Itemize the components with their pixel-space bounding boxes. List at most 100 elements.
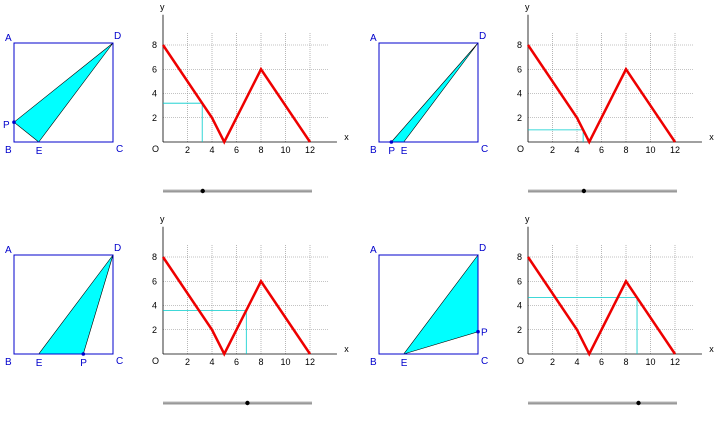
x-tick-label: 6 <box>234 357 239 367</box>
x-tick-label: 6 <box>599 357 604 367</box>
vertex-b-label: B <box>370 357 377 368</box>
x-slider[interactable] <box>528 188 677 194</box>
origin-label: O <box>517 144 524 154</box>
panel-3: A B C D E P Ox y 2 4 6 8 10 12 2 4 6 8 <box>5 214 349 406</box>
x-slider[interactable] <box>163 188 312 194</box>
vertex-d-label: D <box>479 31 486 42</box>
graph: Ox y 2 4 6 8 10 12 2 4 6 8 <box>152 2 349 155</box>
vertex-d-label: D <box>114 243 121 254</box>
origin-label: O <box>517 356 524 366</box>
x-tick-label: 12 <box>670 145 680 155</box>
origin-label: O <box>152 356 159 366</box>
y-tick-label: 2 <box>517 325 522 335</box>
square-abcd <box>378 42 479 143</box>
x-tick-label: 10 <box>280 357 290 367</box>
graph: Ox y 2 4 6 8 10 12 2 4 6 8 <box>517 214 714 367</box>
graph: Ox y 2 4 6 8 10 12 2 4 6 8 <box>517 2 714 155</box>
x-tick-label: 8 <box>258 145 263 155</box>
vertex-b-label: B <box>5 357 12 368</box>
y-tick-label: 6 <box>517 64 522 74</box>
shaded-triangle-dpe <box>13 42 114 143</box>
x-tick-label: 6 <box>599 145 604 155</box>
square-abcd <box>378 254 479 355</box>
origin-label: O <box>152 144 159 154</box>
slider-knob[interactable] <box>200 188 205 194</box>
slider-knob[interactable] <box>636 400 641 406</box>
point-p-label: P <box>481 328 488 339</box>
y-tick-label: 4 <box>152 301 157 311</box>
y-tick-label: 4 <box>152 89 157 99</box>
point-e-label: E <box>36 146 43 157</box>
x-tick-label: 2 <box>550 357 555 367</box>
y-tick-label: 8 <box>517 252 522 262</box>
x-tick-label: 4 <box>574 357 579 367</box>
y-tick-label: 2 <box>517 113 522 123</box>
point-e-label: E <box>401 358 408 369</box>
point-p-label: P <box>80 358 87 369</box>
point-p-dot <box>12 120 16 124</box>
x-tick-label: 10 <box>280 145 290 155</box>
x-slider[interactable] <box>163 400 312 406</box>
x-tick-label: 4 <box>574 145 579 155</box>
y-tick-label: 4 <box>517 301 522 311</box>
vertex-a-label: A <box>370 33 377 44</box>
x-axis-label: x <box>709 344 714 354</box>
point-e-label: E <box>401 146 408 157</box>
y-tick-label: 6 <box>517 276 522 286</box>
panel-1: A B C D E P Ox y 2 4 6 8 10 12 2 4 6 8 <box>3 2 349 194</box>
panel-2: A B C D EP Ox y 2 4 6 8 10 12 2 4 6 8 <box>370 2 714 194</box>
x-tick-label: 2 <box>185 145 190 155</box>
graph: Ox y 2 4 6 8 10 12 2 4 6 8 <box>152 214 349 367</box>
point-p-dot <box>81 352 86 356</box>
x-tick-label: 10 <box>645 357 655 367</box>
y-tick-label: 2 <box>152 325 157 335</box>
x-tick-label: 2 <box>550 145 555 155</box>
x-axis-label: x <box>344 132 349 142</box>
vertex-b-label: B <box>5 145 12 156</box>
x-tick-label: 12 <box>670 357 680 367</box>
x-tick-label: 12 <box>305 145 315 155</box>
square-diagram: A B C D E P <box>3 31 123 157</box>
vertex-c-label: C <box>481 356 488 367</box>
vertex-a-label: A <box>5 33 12 44</box>
vertex-c-label: C <box>116 356 123 367</box>
vertex-c-label: C <box>116 144 123 155</box>
x-tick-label: 8 <box>258 357 263 367</box>
square-abcd <box>13 42 114 143</box>
y-tick-label: 8 <box>517 40 522 50</box>
slider-knob[interactable] <box>581 188 587 194</box>
vertex-a-label: A <box>370 245 377 256</box>
slider-knob[interactable] <box>245 400 250 406</box>
point-e-label: E <box>36 358 43 369</box>
point-p-label: P <box>388 146 395 157</box>
x-tick-label: 10 <box>645 145 655 155</box>
x-tick-label: 4 <box>209 357 214 367</box>
panel-4: A B C D E P Ox y 2 4 6 8 10 12 2 4 6 8 <box>370 214 714 406</box>
y-tick-label: 4 <box>517 89 522 99</box>
point-p-dot <box>476 329 480 334</box>
x-slider[interactable] <box>528 400 677 406</box>
square-diagram: A B C D E P <box>370 243 488 369</box>
y-tick-label: 8 <box>152 40 157 50</box>
y-axis-label: y <box>525 2 530 12</box>
y-axis-label: y <box>525 214 530 224</box>
vertex-d-label: D <box>479 243 486 254</box>
x-tick-label: 2 <box>185 357 190 367</box>
x-tick-label: 8 <box>623 357 628 367</box>
x-tick-label: 12 <box>305 357 315 367</box>
x-tick-label: 6 <box>234 145 239 155</box>
y-tick-label: 8 <box>152 252 157 262</box>
x-tick-label: 4 <box>209 145 214 155</box>
square-diagram: A B C D E P <box>5 243 123 369</box>
vertex-b-label: B <box>370 145 377 156</box>
shaded-triangle-dpe <box>402 254 479 355</box>
x-axis-label: x <box>344 344 349 354</box>
vertex-d-label: D <box>114 31 121 42</box>
vertex-a-label: A <box>5 245 12 256</box>
shaded-triangle-dpe <box>38 254 114 355</box>
point-p-label: P <box>3 120 10 131</box>
y-axis-label: y <box>160 2 165 12</box>
y-axis-label: y <box>160 214 165 224</box>
